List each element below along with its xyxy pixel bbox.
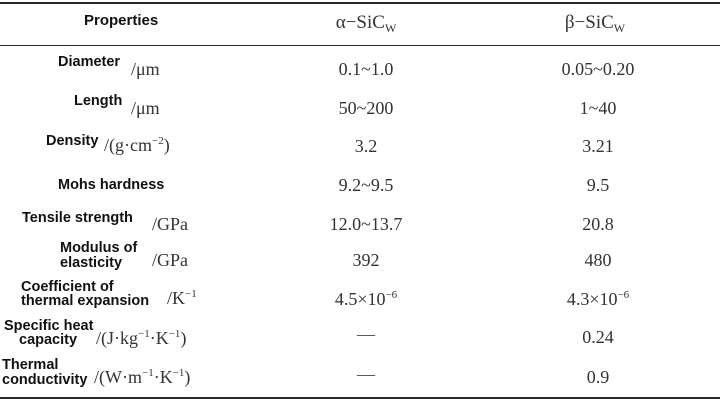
row-label: Length xyxy=(74,93,123,109)
beta-value: 0.05~0.20 xyxy=(561,59,635,79)
table-row-mohs-hardness: Mohs hardness 9.2~9.5 9.5 xyxy=(0,166,720,204)
row-label: Density xyxy=(46,133,99,149)
row-label-line-2: elasticity xyxy=(60,255,123,271)
alpha-value: 392 xyxy=(352,250,380,270)
row-label-line-1: Coefficient of xyxy=(21,279,114,295)
table-row-specific-heat-capacity: Specific heat capacity /(J·kg−1·K−1) — 0… xyxy=(0,318,720,356)
alpha-value: 4.5×10−6 xyxy=(334,289,398,309)
alpha-value: — xyxy=(357,324,375,344)
row-label: Mohs hardness xyxy=(58,177,165,193)
alpha-value: — xyxy=(357,364,375,384)
row-unit: /K−1 xyxy=(167,288,197,308)
table-row-thermal-conductivity: Thermal conductivity /(W·m−1·K−1) — 0.9 xyxy=(0,358,720,396)
table-row-tensile-strength: Tensile strength /GPa 12.0~13.7 20.8 xyxy=(0,205,720,243)
beta-value: 9.5 xyxy=(586,175,610,195)
row-unit: /(g·cm−2) xyxy=(104,135,170,155)
header-rule xyxy=(0,45,720,46)
row-label-line-2: capacity xyxy=(19,332,78,348)
table-row-modulus-of-elasticity: Modulus of elasticity /GPa 392 480 xyxy=(0,241,720,279)
row-label: Diameter xyxy=(58,54,121,70)
table-row-diameter: Diameter /μm 0.1~1.0 0.05~0.20 xyxy=(0,50,720,88)
row-unit: /(W·m−1·K−1) xyxy=(94,367,191,387)
bottom-rule xyxy=(0,397,720,399)
alpha-value: 9.2~9.5 xyxy=(338,175,394,195)
row-unit: /(J·kg−1·K−1) xyxy=(96,328,187,348)
header-alpha-sicw: α−SiCW xyxy=(335,12,397,35)
row-label-line-1: Modulus of xyxy=(60,240,138,256)
alpha-value: 50~200 xyxy=(338,98,394,118)
row-label-line-2: thermal expansion xyxy=(21,293,150,309)
beta-value: 1~40 xyxy=(579,98,617,118)
alpha-value: 12.0~13.7 xyxy=(329,214,403,234)
beta-value: 20.8 xyxy=(582,214,614,234)
beta-value: 0.24 xyxy=(582,327,614,347)
row-label-line-1: Specific heat xyxy=(4,318,94,334)
row-unit: /μm xyxy=(131,98,160,118)
header-beta-sicw: β−SiCW xyxy=(564,12,626,35)
table-row-length: Length /μm 50~200 1~40 xyxy=(0,89,720,127)
alpha-value: 3.2 xyxy=(354,136,378,156)
beta-value: 4.3×10−6 xyxy=(566,289,630,309)
beta-value: 0.9 xyxy=(586,367,610,387)
table-row-thermal-expansion: Coefficient of thermal expansion /K−1 4.… xyxy=(0,280,720,318)
table-row-density: Density /(g·cm−2) 3.2 3.21 xyxy=(0,127,720,165)
alpha-value: 0.1~1.0 xyxy=(338,59,394,79)
top-rule xyxy=(0,2,720,4)
beta-value: 3.21 xyxy=(582,136,614,156)
row-label: Tensile strength xyxy=(22,210,133,226)
header-properties: Properties xyxy=(84,12,159,29)
row-label-line-1: Thermal xyxy=(2,357,59,373)
beta-value: 480 xyxy=(584,250,612,270)
row-unit: /GPa xyxy=(152,250,188,270)
row-unit: /GPa xyxy=(152,214,188,234)
row-unit: /μm xyxy=(131,59,160,79)
row-label-line-2: conductivity xyxy=(2,372,88,388)
